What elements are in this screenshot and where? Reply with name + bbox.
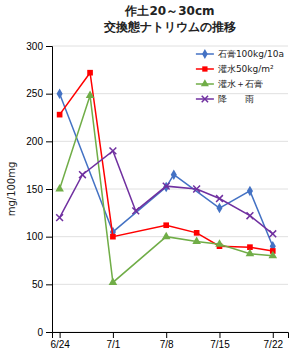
series-point	[109, 147, 116, 154]
series-point	[193, 186, 200, 193]
series-point	[56, 214, 63, 221]
legend-label: 灌水50kg/m²	[218, 64, 274, 74]
series-line	[60, 73, 273, 251]
y-axis-line	[46, 47, 53, 333]
x-tick-label: 6/24	[50, 339, 70, 350]
x-tick-mark	[166, 332, 167, 338]
series-point	[192, 236, 201, 243]
series-line	[60, 151, 273, 234]
y-tick: 100	[26, 231, 52, 242]
legend-marker	[201, 79, 209, 86]
y-tick-mark	[46, 189, 52, 190]
x-tick-label: 7/8	[160, 339, 174, 350]
x-tick-label: 7/15	[210, 339, 230, 350]
series-point	[269, 230, 276, 237]
grid-line	[52, 46, 288, 47]
legend-label: 降 雨	[218, 94, 254, 104]
legend: 石膏100kg/10a 灌水50kg/m² 灌水＋石膏降 雨	[196, 49, 284, 104]
y-tick: 50	[32, 279, 52, 290]
y-tick-label: 150	[26, 184, 43, 195]
series-point	[87, 70, 93, 76]
x-tick-mark	[60, 332, 61, 338]
legend-marker	[202, 96, 208, 102]
series-point	[216, 203, 222, 214]
y-tick-mark	[46, 332, 52, 333]
y-tick-label: 100	[26, 231, 43, 242]
series-point	[55, 184, 64, 191]
y-tick: 150	[26, 184, 52, 195]
series-point	[216, 195, 223, 202]
y-tick-label: 0	[37, 327, 43, 338]
title: 作土20～30cm交換態ナトリウムの推移	[103, 4, 236, 34]
series-point	[110, 234, 116, 240]
x-tick-label: 7/22	[264, 339, 284, 350]
y-tick-mark	[46, 141, 52, 142]
x-tick: 6/24	[50, 332, 70, 350]
chart: 6/24 7/1 7/8 7/15 7/22 0 50 100 150 200 250 300 石膏10…	[0, 0, 300, 360]
legend-label: 灌水＋石膏	[218, 79, 263, 89]
series	[56, 147, 276, 237]
series-point	[57, 112, 63, 118]
x-tick-mark	[219, 332, 220, 338]
series-point	[86, 91, 95, 98]
series-point	[57, 88, 63, 99]
series-point	[171, 169, 177, 180]
y-tick-label: 200	[26, 136, 43, 147]
legend-marker	[202, 49, 208, 59]
plot: 6/24 7/1 7/8 7/15 7/22 0 50 100 150 200 250 300 石膏10…	[26, 41, 288, 350]
series-point	[268, 251, 277, 258]
series-point	[247, 212, 254, 219]
x-tick-mark	[273, 332, 274, 338]
y-tick-mark	[46, 94, 52, 95]
legend-marker	[202, 66, 207, 71]
y-tick-mark	[46, 46, 52, 47]
x-axis-line	[53, 333, 289, 339]
legend-item: 降 雨	[196, 94, 254, 104]
series-point	[163, 183, 170, 190]
y-tick-label: 50	[32, 279, 44, 290]
grid-line	[52, 141, 288, 142]
series-point	[194, 230, 200, 236]
series	[57, 88, 276, 251]
grid-line	[52, 284, 288, 285]
series	[57, 70, 276, 254]
legend-item: 石膏100kg/10a	[196, 49, 284, 59]
x-tick: 7/15	[210, 332, 230, 350]
legend-label: 石膏100kg/10a	[218, 49, 284, 59]
series	[55, 91, 277, 285]
series-line	[60, 94, 273, 247]
x-tick-mark	[113, 332, 114, 338]
series-line	[60, 96, 273, 283]
series-point	[79, 171, 86, 178]
series-point	[163, 222, 169, 228]
series-point	[246, 249, 255, 256]
y-tick-label: 300	[26, 41, 43, 52]
legend-item: 灌水＋石膏	[196, 79, 263, 89]
marks	[55, 70, 277, 285]
x-tick: 7/22	[264, 332, 284, 350]
y-tick: 200	[26, 136, 52, 147]
series-point	[215, 239, 224, 246]
series-point	[109, 277, 118, 284]
y-tick: 0	[37, 327, 52, 338]
series-point	[162, 232, 171, 239]
x-tick: 7/1	[106, 332, 120, 350]
y-tick-mark	[46, 284, 52, 285]
y-axis: 0 50 100 150 200 250 300	[26, 41, 52, 338]
series-point	[132, 208, 139, 215]
y-tick: 250	[26, 88, 52, 99]
y-tick-label: 250	[26, 88, 43, 99]
y-tick-mark	[46, 237, 52, 238]
x-tick-label: 7/1	[106, 339, 120, 350]
x-tick: 7/8	[160, 332, 174, 350]
y-tick: 300	[26, 41, 52, 52]
y-grid	[52, 46, 288, 332]
series-point	[247, 186, 253, 197]
x-axis: 6/24 7/1 7/8 7/15 7/22	[50, 332, 288, 350]
y-axis-title: mg/100mg	[6, 162, 17, 217]
legend-item: 灌水50kg/m²	[196, 64, 274, 74]
